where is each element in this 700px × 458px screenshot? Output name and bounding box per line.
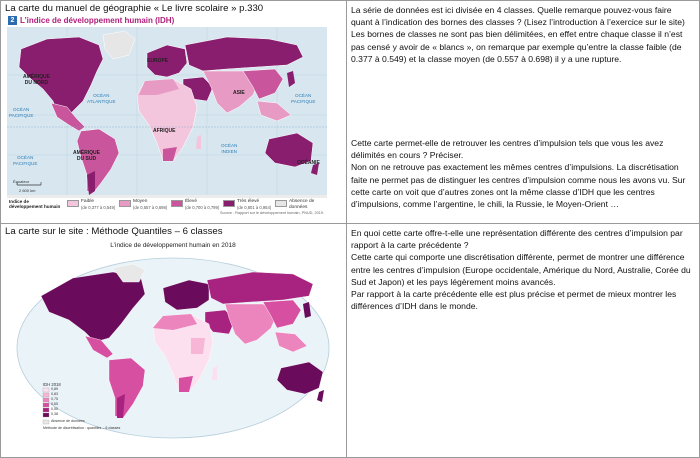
label-scale: 2 600 km xyxy=(19,188,36,193)
label-south-america: AMÉRIQUE DU SUD xyxy=(73,150,100,162)
legend-value: 0,75 xyxy=(51,397,58,401)
map2-no-data-label: Absence de données xyxy=(51,419,85,423)
label-indian-ocean: OCÉAN INDIEN xyxy=(221,143,238,154)
caption-textbook-map: La carte du manuel de géographie « Le li… xyxy=(5,3,264,14)
legend-value: 0,38 xyxy=(51,412,58,416)
map1-legend: Indice de développement humain Faible (d… xyxy=(7,198,327,218)
cell-text-quantiles: En quoi cette carte offre-t-elle une rep… xyxy=(346,223,700,458)
map-idh-2018: L’indice de développement humain en 2018… xyxy=(13,238,333,448)
paragraph: La série de données est ici divisée en 4… xyxy=(351,5,685,28)
map2-legend-values: 0,89 0,83 0,75 0,65 0,55 0,38 xyxy=(51,387,58,417)
legend-label: Absence de données xyxy=(289,199,315,210)
legend-value: 0,65 xyxy=(51,402,58,406)
legend-swatch xyxy=(171,200,183,207)
label-africa: AFRIQUE xyxy=(153,128,176,134)
label-north-america: AMÉRIQUE DU NORD xyxy=(23,74,50,86)
world-map-4-classes xyxy=(7,27,327,198)
paragraph: Les bornes de classes ne sont pas bien d… xyxy=(351,29,683,64)
map1-number-badge: 2 xyxy=(8,16,17,25)
legend-swatch xyxy=(275,200,287,207)
label-europe: EUROPE xyxy=(147,58,169,64)
legend-swatch xyxy=(119,200,131,207)
paragraph: Cette carte permet-elle de retrouver les… xyxy=(351,138,664,161)
map2-title: L’indice de développement humain en 2018 xyxy=(110,242,236,249)
legend-label: Très élevé xyxy=(237,199,260,204)
label-equator: Équateur xyxy=(13,179,30,184)
label-oceania: OCÉANIE xyxy=(297,160,320,166)
label-pacific-ocean-west: OCÉAN PACIFIQUE xyxy=(9,107,34,118)
paragraph: En quoi cette carte offre-t-elle une rep… xyxy=(351,228,683,251)
map1-title: L’indice de développement humain (IDH) xyxy=(20,16,175,25)
legend-value: 0,83 xyxy=(51,392,58,396)
legend-swatch xyxy=(223,200,235,207)
map-idh-textbook: 2 L’indice de développement humain (IDH)… xyxy=(7,15,327,218)
map1-legend-title: Indice de développement humain xyxy=(9,199,61,210)
cell-text-textbook: La série de données est ici divisée en 4… xyxy=(346,0,700,224)
text-block-comparison: En quoi cette carte offre-t-elle une rep… xyxy=(351,227,695,312)
legend-item-no-data: Absence de données xyxy=(275,199,325,217)
label-atlantic-ocean: OCÉAN ATLANTIQUE xyxy=(87,93,116,104)
map2-legend-swatches xyxy=(42,387,50,425)
legend-value: 0,55 xyxy=(51,407,58,411)
legend-label: Moyen xyxy=(133,199,148,204)
text-block-centres: Cette carte permet-elle de retrouver les… xyxy=(351,137,695,210)
cell-map-textbook: La carte du manuel de géographie « Le li… xyxy=(0,0,347,224)
cell-map-quantiles: La carte sur le site : Méthode Quantiles… xyxy=(0,223,347,458)
legend-value: 0,89 xyxy=(51,387,58,391)
paragraph: Non on ne retrouve pas exactement les mê… xyxy=(351,162,686,210)
world-map-6-classes xyxy=(16,257,330,439)
paragraph: Cette carte qui comporte une discrétisat… xyxy=(351,252,691,287)
caption-quantile-map: La carte sur le site : Méthode Quantiles… xyxy=(5,226,223,237)
legend-label: Élevé xyxy=(185,199,197,204)
legend-range: (de 0,557 à 0,698) xyxy=(133,204,168,210)
paragraph: Par rapport à la carte précédente elle e… xyxy=(351,289,677,312)
label-pacific-ocean-south: OCÉAN PACIFIQUE xyxy=(13,155,38,166)
legend-range: (de 0,700 à 0,799) xyxy=(185,204,220,210)
map1-header: 2 L’indice de développement humain (IDH) xyxy=(7,15,327,27)
text-block-classes: La série de données est ici divisée en 4… xyxy=(351,4,695,65)
map2-legend-title: IDH 2018 xyxy=(43,382,61,387)
map1-source: Source : Rapport sur le développement hu… xyxy=(219,211,324,215)
legend-label: Faible xyxy=(81,199,95,204)
label-asia: ASIE xyxy=(233,90,245,96)
legend-swatch xyxy=(67,200,79,207)
label-pacific-ocean-east: OCÉAN PACIFIQUE xyxy=(291,93,316,104)
legend-range: (de 0,377 à 0,549) xyxy=(81,204,116,210)
map2-method-label: Méthode de discrétisation : quantiles – … xyxy=(43,426,121,430)
legend-range: (de 0,801 à 0,954) xyxy=(237,204,272,210)
